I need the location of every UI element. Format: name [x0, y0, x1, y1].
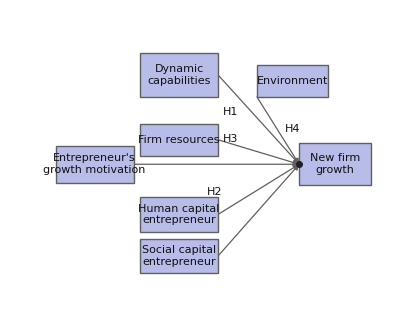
Text: Social capital
entrepreneur: Social capital entrepreneur [142, 245, 216, 267]
FancyBboxPatch shape [299, 143, 371, 185]
Text: H1: H1 [223, 107, 238, 117]
Text: New firm
growth: New firm growth [310, 154, 360, 175]
Text: Firm resources: Firm resources [138, 135, 220, 145]
FancyBboxPatch shape [56, 146, 134, 183]
Text: Entrepreneur's
growth motivation: Entrepreneur's growth motivation [44, 154, 146, 175]
FancyBboxPatch shape [140, 239, 218, 273]
Text: H2: H2 [207, 187, 222, 197]
Text: Dynamic
capabilities: Dynamic capabilities [147, 64, 211, 86]
Text: H4: H4 [285, 124, 300, 134]
Text: Human capital
entrepreneur: Human capital entrepreneur [138, 204, 220, 225]
FancyBboxPatch shape [140, 197, 218, 232]
FancyBboxPatch shape [140, 53, 218, 97]
FancyBboxPatch shape [257, 65, 328, 97]
Text: Environment: Environment [257, 76, 328, 86]
Text: H3: H3 [223, 134, 238, 143]
FancyBboxPatch shape [140, 124, 218, 156]
